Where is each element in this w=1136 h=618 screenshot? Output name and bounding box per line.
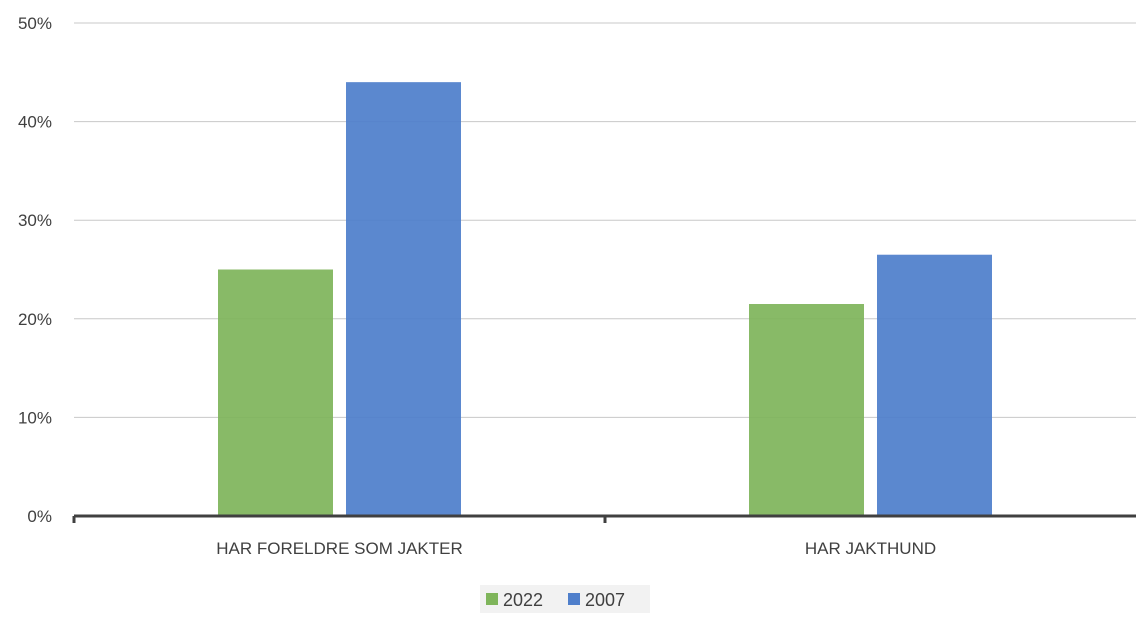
legend-label-2022: 2022 xyxy=(503,590,543,610)
bar-2022-1 xyxy=(218,269,333,516)
x-category-label: HAR FORELDRE SOM JAKTER xyxy=(216,539,463,558)
bar-2007-1 xyxy=(346,82,461,516)
bars xyxy=(218,82,992,516)
legend-swatch-2022 xyxy=(486,593,498,605)
bar-2022-2 xyxy=(749,304,864,516)
y-axis-tick-labels: 0% 10% 20% 30% 40% 50% xyxy=(18,14,52,526)
y-tick-label: 40% xyxy=(18,113,52,132)
y-tick-label: 30% xyxy=(18,211,52,230)
bar-2007-2 xyxy=(877,254,992,516)
legend: 2022 2007 xyxy=(480,585,650,613)
x-axis xyxy=(72,514,1136,523)
x-axis-category-labels: HAR FORELDRE SOM JAKTER HAR JAKTHUND xyxy=(216,539,936,558)
legend-swatch-2007 xyxy=(568,593,580,605)
y-tick-label: 10% xyxy=(18,408,52,427)
y-tick-label: 20% xyxy=(18,310,52,329)
y-tick-label: 0% xyxy=(27,507,52,526)
legend-background xyxy=(480,585,650,613)
legend-label-2007: 2007 xyxy=(585,590,625,610)
x-category-label: HAR JAKTHUND xyxy=(805,539,936,558)
y-tick-label: 50% xyxy=(18,14,52,33)
